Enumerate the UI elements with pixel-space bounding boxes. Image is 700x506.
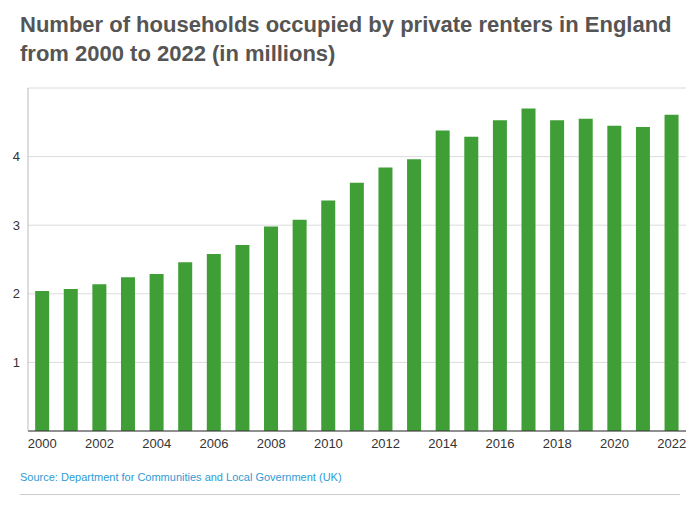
svg-text:2: 2 — [13, 286, 20, 301]
svg-text:1: 1 — [13, 355, 20, 370]
svg-text:2008: 2008 — [257, 436, 286, 451]
svg-text:2004: 2004 — [142, 436, 171, 451]
svg-text:2012: 2012 — [371, 436, 400, 451]
html-text:Source: Department for Communi: Source: Department for Communities and L… — [20, 471, 342, 483]
svg-text:2006: 2006 — [199, 436, 228, 451]
svg-text:2000: 2000 — [28, 436, 57, 451]
html-text:Number of households occupied: Number of households occupied by private… — [20, 12, 672, 66]
svg-text:2018: 2018 — [543, 436, 572, 451]
svg-text:2016: 2016 — [486, 436, 515, 451]
svg-text:4: 4 — [13, 149, 20, 164]
svg-text:2020: 2020 — [600, 436, 629, 451]
svg-text:2014: 2014 — [428, 436, 457, 451]
svg-text:3: 3 — [13, 218, 20, 233]
svg-text:2002: 2002 — [85, 436, 114, 451]
svg-text:2022: 2022 — [657, 436, 686, 451]
svg-text:2010: 2010 — [314, 436, 343, 451]
